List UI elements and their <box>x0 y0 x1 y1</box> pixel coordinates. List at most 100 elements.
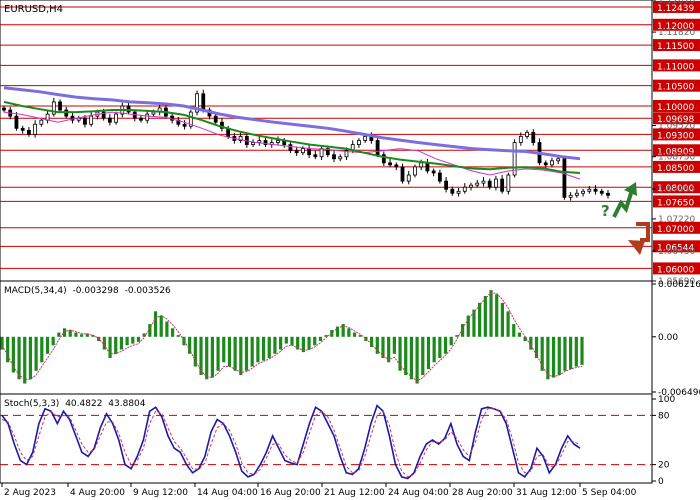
candle-body <box>39 119 44 125</box>
candle-body <box>20 127 25 131</box>
macd-bar <box>273 336 277 354</box>
macd-bar <box>569 336 573 370</box>
macd-bar <box>193 336 197 367</box>
macd-bar <box>244 336 249 371</box>
macd-bar <box>131 336 135 344</box>
level-label-bg <box>653 160 700 173</box>
macd-scale: 0.006216 0.00 -0.006496 <box>652 280 700 398</box>
forecast-question-mark: ? <box>601 202 610 220</box>
macd-bar <box>261 336 266 361</box>
macd-bar <box>500 302 504 337</box>
level-label: 1.10500 <box>657 83 694 93</box>
candle-body <box>251 142 255 145</box>
macd-bar <box>279 336 283 350</box>
macd-bar <box>330 330 334 337</box>
time-axis: 2 Aug 2023 4 Aug 20:00 9 Aug 12:00 14 Aug 0… <box>1 483 637 498</box>
candle-body <box>581 190 585 194</box>
candle-body <box>263 140 268 145</box>
macd-bar <box>45 336 50 354</box>
stoch-tick-label: 0 <box>658 477 664 487</box>
candle-body <box>506 174 511 192</box>
candle-body <box>14 115 19 129</box>
level-label-bg <box>653 112 700 125</box>
macd-bar <box>296 336 300 350</box>
macd-bar <box>415 336 419 384</box>
candle-body <box>58 101 62 111</box>
candle-body <box>487 180 492 188</box>
candle-body <box>313 154 318 158</box>
stoch-main-value: 40.4822 <box>65 399 102 409</box>
level-label: 1.06000 <box>657 265 694 275</box>
macd-bar <box>136 336 141 342</box>
arrow-up-icon <box>612 189 634 218</box>
stoch-signal-value: 43.8804 <box>108 399 145 409</box>
macd-bar <box>381 336 385 359</box>
macd-bar <box>250 336 254 367</box>
macd-label: MACD(5,34,4) <box>4 286 67 296</box>
candle-body <box>562 158 567 198</box>
price-tick-label: 1.07955 <box>658 185 695 195</box>
stoch-header: Stoch(5,3,3) 40.4822 43.8804 <box>4 399 146 409</box>
level-label-bg <box>653 181 700 194</box>
candle-body <box>456 190 461 194</box>
macd-bar <box>506 311 510 337</box>
forecast-arrows: ? <box>601 182 650 255</box>
candle-body <box>357 140 361 145</box>
macd-bar <box>370 336 374 348</box>
macd-bar <box>28 336 33 380</box>
level-label: 1.12439 <box>657 4 694 14</box>
candle-body <box>188 111 193 127</box>
macd-bar <box>0 336 4 350</box>
macd-bar <box>341 324 345 337</box>
macd-bar <box>409 336 414 380</box>
level-label: 1.11500 <box>657 42 694 52</box>
macd-histogram <box>0 290 584 384</box>
macd-bar <box>284 336 288 344</box>
macd-tick-label: 0.006216 <box>658 280 700 290</box>
time-tick-label: 5 Sep 04:00 <box>582 488 637 498</box>
candle-body <box>114 113 118 123</box>
macd-bar <box>40 336 44 363</box>
macd-bar <box>392 336 396 354</box>
candle-body <box>76 117 81 121</box>
candle-body <box>2 107 6 111</box>
candle-body <box>139 117 143 121</box>
macd-bar <box>256 336 260 363</box>
stoch-scale: 100 80 20 0 <box>652 395 675 487</box>
macd-bar <box>512 324 516 337</box>
candle-body <box>518 136 523 143</box>
candle-body <box>481 180 486 184</box>
candle-body <box>462 186 467 192</box>
macd-bar <box>580 336 584 365</box>
candle-body <box>450 188 455 194</box>
macd-bar <box>91 335 95 337</box>
candle-body <box>344 150 349 158</box>
macd-bar <box>489 290 493 337</box>
macd-bar <box>517 332 522 337</box>
level-label-bg <box>653 240 700 253</box>
macd-bar <box>216 336 220 371</box>
arrow-down-icon <box>636 222 650 242</box>
candle-body <box>394 164 399 168</box>
macd-bar <box>455 335 459 337</box>
stoch-tick-label: 100 <box>658 395 675 405</box>
time-tick-label: 16 Aug 20:00 <box>260 488 321 498</box>
stoch-signal-line <box>1 408 581 478</box>
macd-bar <box>483 296 487 337</box>
candle-body <box>145 113 150 121</box>
level-label: 1.12000 <box>657 22 694 32</box>
macd-bar <box>404 336 408 376</box>
level-label-bg <box>653 221 700 234</box>
macd-bar <box>352 332 357 337</box>
candle-body <box>475 182 480 186</box>
stoch-label: Stoch(5,3,3) <box>4 399 59 409</box>
macd-bar <box>432 336 436 363</box>
time-tick-label: 4 Aug 20:00 <box>70 488 125 498</box>
level-label-bg <box>653 0 700 13</box>
macd-bar <box>426 336 431 370</box>
macd-bar <box>301 336 305 353</box>
candle-body <box>201 93 206 111</box>
macd-bar <box>17 336 21 380</box>
candle-body <box>431 170 436 174</box>
